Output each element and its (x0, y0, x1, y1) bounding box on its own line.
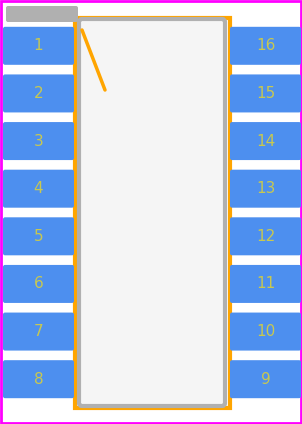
Text: 2: 2 (34, 86, 43, 101)
FancyBboxPatch shape (3, 170, 74, 208)
Text: 9: 9 (261, 372, 270, 387)
FancyBboxPatch shape (3, 265, 74, 303)
FancyBboxPatch shape (3, 218, 74, 255)
FancyBboxPatch shape (230, 218, 301, 255)
Text: 14: 14 (256, 134, 275, 148)
FancyBboxPatch shape (6, 6, 78, 22)
FancyBboxPatch shape (3, 360, 74, 398)
FancyBboxPatch shape (3, 75, 74, 112)
Text: 8: 8 (34, 372, 43, 387)
Text: 11: 11 (256, 276, 275, 291)
Text: 13: 13 (256, 181, 275, 196)
FancyBboxPatch shape (230, 312, 301, 351)
FancyBboxPatch shape (230, 75, 301, 112)
Bar (75, 18, 230, 408)
FancyBboxPatch shape (230, 265, 301, 303)
Text: 16: 16 (256, 38, 275, 53)
Text: 7: 7 (34, 324, 43, 339)
Text: 5: 5 (34, 229, 43, 244)
Text: 15: 15 (256, 86, 275, 101)
Text: 1: 1 (34, 38, 43, 53)
FancyBboxPatch shape (230, 122, 301, 160)
FancyBboxPatch shape (79, 19, 225, 406)
Text: 6: 6 (34, 276, 43, 291)
Text: 3: 3 (34, 134, 43, 148)
FancyBboxPatch shape (230, 170, 301, 208)
FancyBboxPatch shape (3, 312, 74, 351)
Text: 10: 10 (256, 324, 275, 339)
FancyBboxPatch shape (3, 27, 74, 65)
Text: 12: 12 (256, 229, 275, 244)
Text: 4: 4 (34, 181, 43, 196)
FancyBboxPatch shape (3, 122, 74, 160)
FancyBboxPatch shape (230, 360, 301, 398)
FancyBboxPatch shape (230, 27, 301, 65)
